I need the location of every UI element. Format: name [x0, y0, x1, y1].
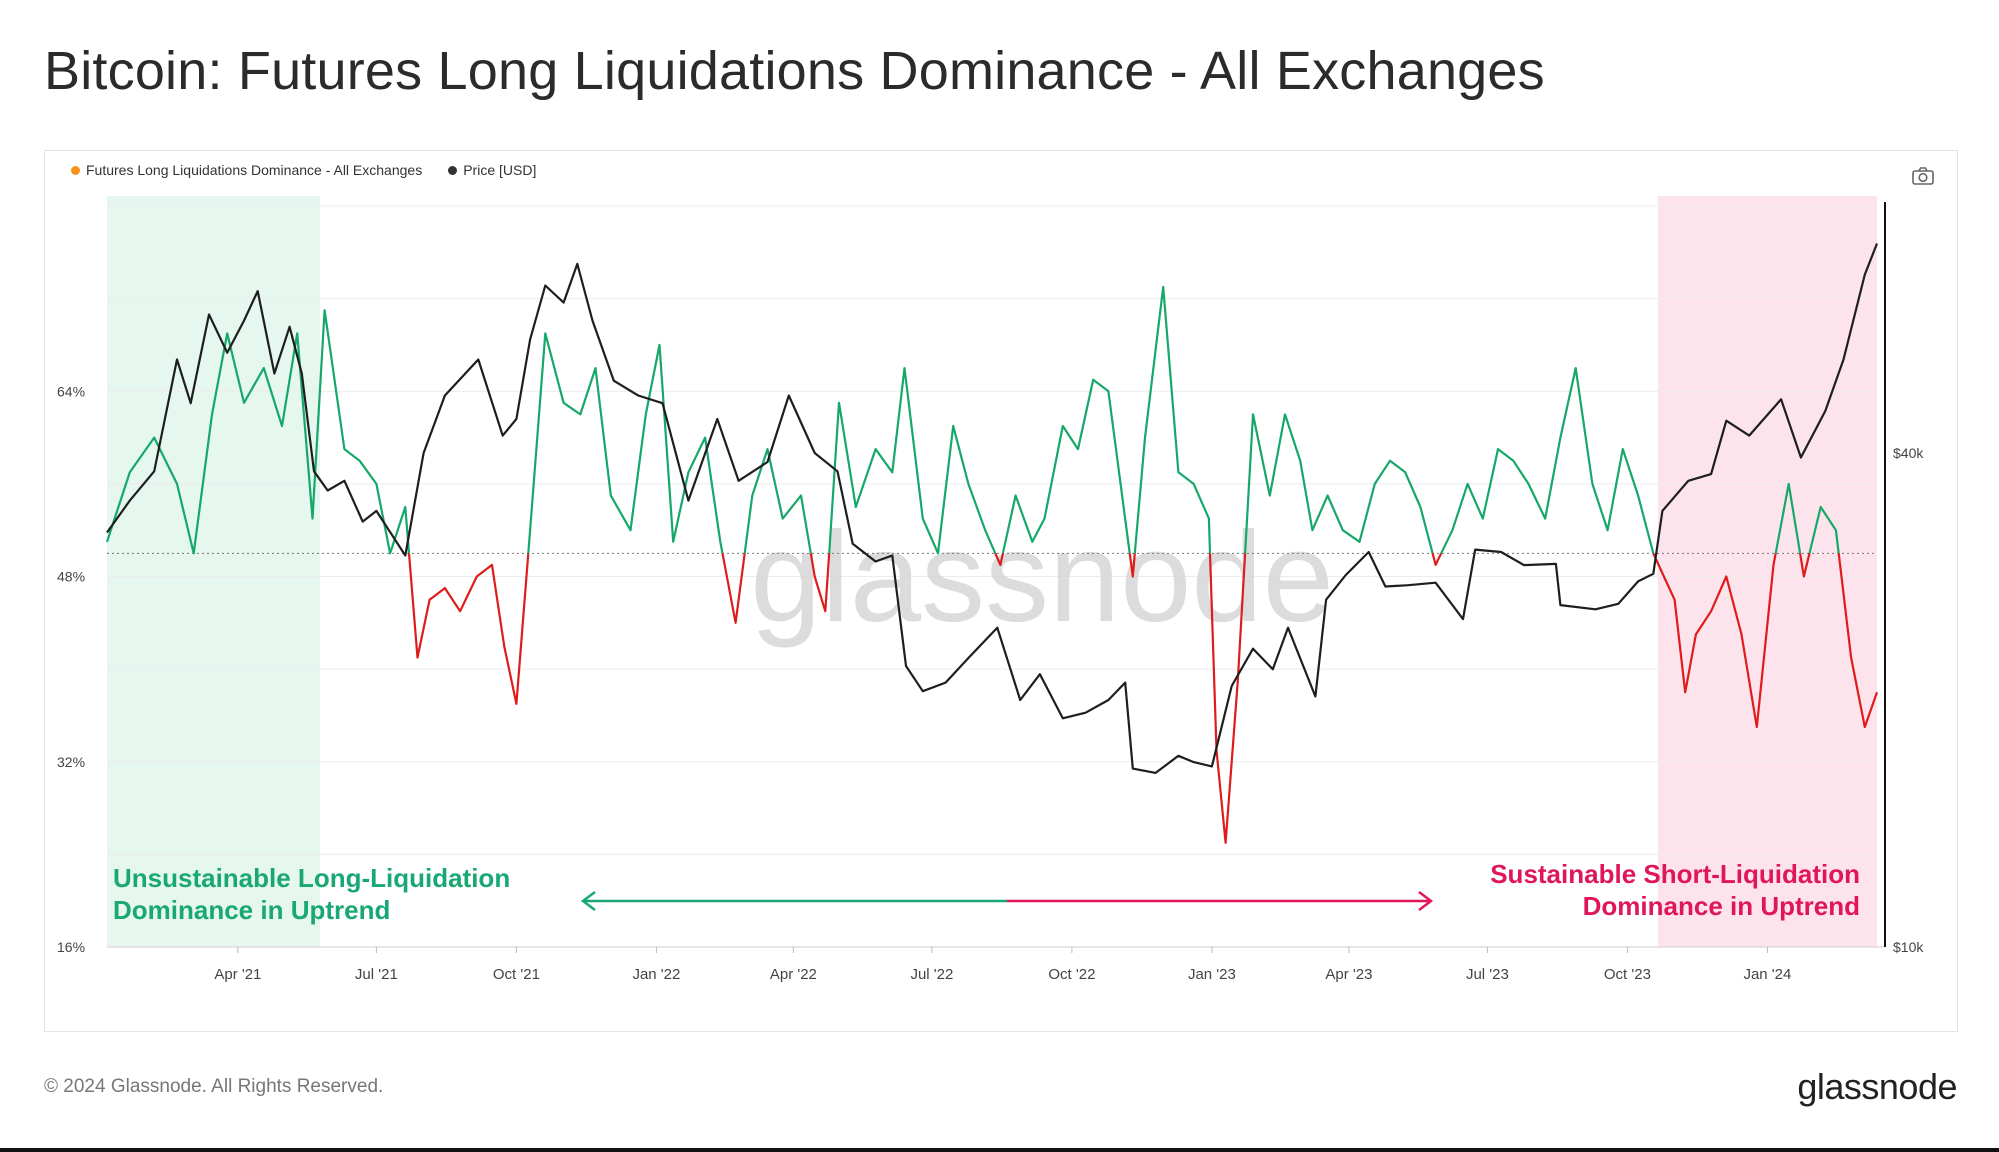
dominance-series-segment-below	[721, 553, 746, 624]
dominance-series-segment-above	[1244, 413, 1434, 554]
chart-legend: Futures Long Liquidations Dominance - Al…	[71, 162, 536, 178]
x-tick-label: Jul '21	[355, 966, 398, 983]
dominance-series-segment-below	[809, 553, 831, 613]
footer-copyright: © 2024 Glassnode. All Rights Reserved.	[44, 1076, 384, 1097]
legend-label-dominance: Futures Long Liquidations Dominance - Al…	[86, 162, 423, 178]
x-tick-label: Oct '22	[1048, 966, 1095, 983]
y-left-tick-label: 64%	[57, 383, 85, 399]
dominance-series-segment-above	[743, 448, 812, 554]
dominance-series-segment-above	[1440, 367, 1655, 554]
dominance-series-segment-above	[1133, 285, 1212, 554]
dominance-series-segment-above	[1808, 505, 1840, 554]
price-series-line	[106, 243, 1879, 774]
dominance-series-segment-below	[1128, 553, 1136, 578]
x-tick-label: Jul '23	[1466, 966, 1509, 983]
annotation-right-line-2: Dominance in Uptrend	[1583, 891, 1860, 921]
legend-swatch-dominance	[71, 165, 80, 175]
y-left-tick-label: 48%	[57, 569, 85, 585]
chart-watermark: glassnode	[750, 506, 1334, 649]
shaded-region-right	[1657, 196, 1877, 947]
legend-item-price[interactable]: Price [USD]	[448, 162, 536, 178]
dominance-series-segment-below	[1431, 552, 1443, 566]
dominance-series-segment-above	[527, 332, 724, 554]
annotation-right-line-1: Sustainable Short-Liquidation	[1490, 859, 1860, 889]
dominance-series-segment-below	[994, 552, 1004, 566]
arrowhead-right	[1418, 891, 1434, 911]
y-left-tick-label: 32%	[57, 754, 85, 770]
chart-card: Futures Long Liquidations Dominance - Al…	[44, 150, 1958, 1032]
page-title: Bitcoin: Futures Long Liquidations Domin…	[44, 41, 1545, 101]
footer-brand-logo[interactable]: glassnode	[1797, 1066, 1957, 1107]
x-tick-label: Jul '22	[910, 966, 953, 983]
annotation-left-line-1: Unsustainable Long-Liquidation	[113, 863, 510, 893]
x-tick-label: Apr '23	[1325, 966, 1372, 983]
annotation-left-line-2: Dominance in Uptrend	[113, 895, 390, 925]
camera-icon	[1912, 167, 1934, 185]
dominance-series-segment-below	[407, 553, 530, 705]
x-tick-label: Jan '23	[1188, 966, 1236, 983]
x-tick-label: Jan '22	[632, 966, 680, 983]
camera-button[interactable]	[1911, 165, 1935, 187]
dominance-series-segment-above	[105, 309, 411, 555]
y-right-tick-label: $10k	[1893, 939, 1924, 955]
x-tick-label: Apr '21	[214, 966, 261, 983]
legend-label-price: Price [USD]	[463, 162, 537, 178]
x-tick-label: Oct '21	[493, 966, 540, 983]
dominance-series-segment-above	[828, 367, 997, 555]
arrowhead-left	[580, 891, 596, 911]
legend-item-dominance[interactable]: Futures Long Liquidations Dominance - Al…	[71, 162, 422, 178]
dominance-series-segment-above	[1001, 378, 1131, 554]
x-tick-label: Jan '24	[1743, 966, 1791, 983]
legend-swatch-price	[448, 165, 458, 175]
x-tick-label: Oct '23	[1604, 966, 1651, 983]
dominance-series-segment-above	[1774, 482, 1802, 554]
dominance-series-segment-below	[1799, 553, 1811, 578]
y-right-tick-label: $40k	[1893, 445, 1924, 461]
chart-plot: glassnode 16% 32% 48% 64% $10k $40k Apr '21 Jul…	[57, 196, 1924, 983]
y-left-tick-label: 16%	[57, 939, 85, 955]
bottom-rule	[0, 1148, 1999, 1152]
shaded-region-left	[107, 196, 321, 947]
dominance-series-segment-below	[1652, 552, 1777, 729]
dominance-series-segment-below	[1837, 553, 1879, 729]
x-tick-label: Apr '22	[770, 966, 817, 983]
dominance-series-segment-below	[1208, 553, 1247, 844]
